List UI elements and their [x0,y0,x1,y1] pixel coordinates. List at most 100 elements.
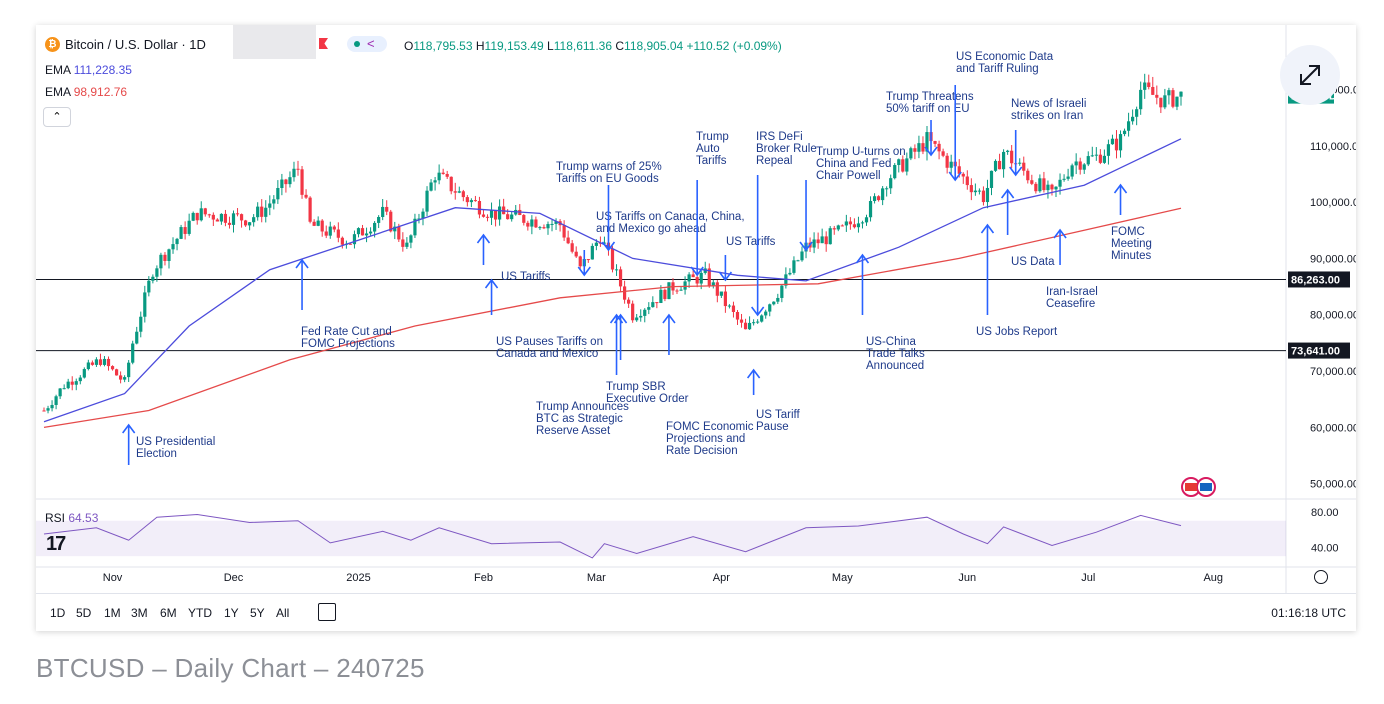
level-tag [1288,271,1350,288]
candle-body [203,208,207,215]
candle-body [663,289,667,300]
candle-body [449,176,453,192]
candle-body [667,282,671,300]
x-tick-label: Dec [224,572,244,584]
range-button-6m[interactable]: 6M [160,606,177,620]
candle-body [856,223,861,228]
tradingview-logo-icon: 17 [46,533,66,555]
ema-fast-legend[interactable]: EMA 111,228.35 [45,63,132,77]
candle-body [780,285,784,298]
range-button-1y[interactable]: 1Y [224,606,239,620]
candle-body [602,242,607,244]
candle-body [885,188,889,190]
annotation-label: News of Israeli strikes on Iran [1011,98,1086,122]
range-button-1d[interactable]: 1D [50,606,66,620]
candle-body [256,206,260,218]
candle-body [905,158,909,172]
candle-body [368,231,373,234]
calendar-icon[interactable] [318,603,336,621]
candle-body [1167,90,1171,96]
range-button-5d[interactable]: 5D [76,606,92,620]
ema-fast-label: EMA [45,63,71,77]
candle-body [74,381,78,385]
candle-body [199,208,203,221]
low-value: 118,611.36 [553,39,613,53]
high-label: H [475,39,485,53]
candle-body [997,160,1002,170]
annotation-label: US Jobs Report [976,326,1058,338]
candle-body [949,161,953,168]
candle-body [1171,90,1175,107]
candle-body [610,248,615,270]
candle-body [187,220,191,234]
candle-body [175,238,179,245]
x-tick-label: Feb [474,572,493,584]
candle-body [425,190,429,212]
candle-body [90,362,94,365]
annotation-arrowhead [295,258,309,269]
candle-body [679,289,683,291]
candle-body [562,225,566,238]
range-button-3m[interactable]: 3M [131,606,148,620]
candle-body [304,194,308,198]
candle-body [352,234,357,245]
candle-body [332,226,336,230]
rsi-legend[interactable]: RSI 64.53 [45,511,98,525]
candle-body [364,233,369,236]
candle-body [784,274,788,286]
candle-body [538,227,542,229]
y-tick-label: 70,000.00 [1310,366,1356,378]
candle-body [151,276,155,281]
range-button-1m[interactable]: 1M [104,606,121,620]
candle-body [586,259,590,261]
candle-body [1143,82,1147,90]
annotation-arrowhead [948,171,962,182]
candle-body [731,305,736,312]
annotation-arrowhead [746,368,761,379]
candle-body [441,172,445,174]
candle-body [522,215,526,223]
flag-icon[interactable] [319,38,328,49]
candle-body [622,286,627,300]
annotation-arrowhead [476,233,491,244]
candle-body [70,381,74,385]
range-button-5y[interactable]: 5Y [250,606,265,620]
candle-body [268,203,272,208]
utc-clock[interactable]: 01:16:18 UTC [1271,606,1346,620]
ema-slow-legend[interactable]: EMA 98,912.76 [45,85,127,99]
range-button-all[interactable]: All [276,606,290,620]
candle-body [78,377,82,382]
candle-body [506,214,510,220]
candle-body [127,362,131,378]
open-label: O [404,39,414,53]
indicator-toggle[interactable]: < [347,36,387,52]
expand-button[interactable] [1280,45,1340,105]
candle-body [473,200,478,202]
open-value: 118,795.53 [413,39,473,53]
annotation-label: Iran-Israel Ceasefire [1046,286,1098,310]
candle-body [328,226,332,236]
expand-icon [1300,65,1320,85]
candle-body [417,218,421,220]
range-button-ytd[interactable]: YTD [188,606,212,620]
symbol-title[interactable]: Bitcoin / U.S. Dollar · 1D [65,37,206,52]
candle-body [280,179,284,189]
candle-body [1102,155,1106,163]
annotation-arrowhead [1053,228,1067,239]
candle-body [735,311,740,320]
candle-body [66,381,70,389]
settings-icon[interactable] [1314,570,1328,584]
annotation-label: US Pauses Tariffs on Canada and Mexico [496,336,603,360]
annotation-label: Fed Rate Cut and FOMC Projections [301,326,395,350]
annotation-label: Trump SBR Executive Order [606,381,689,405]
events-badge[interactable] [1179,477,1219,497]
collapse-legend-button[interactable]: ⌃ [43,107,71,127]
candle-body [1078,161,1082,170]
candle-body [437,172,441,181]
candle-body [1034,183,1038,192]
price-chart: 120,000.00110,000.00100,000.0090,000.008… [36,25,1356,593]
candle-body [655,302,659,304]
candle-body [183,227,187,234]
candle-body [941,151,945,156]
candle-body [824,236,828,245]
